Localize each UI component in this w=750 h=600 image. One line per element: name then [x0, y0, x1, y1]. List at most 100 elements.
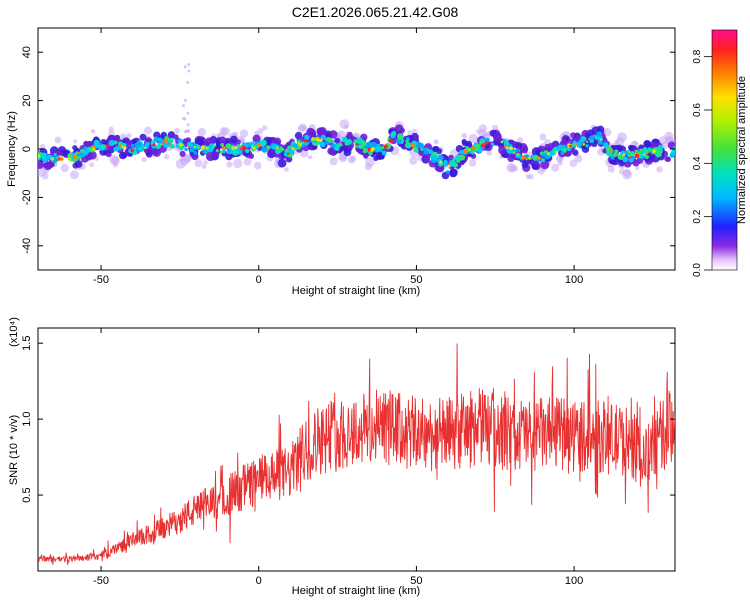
spectrum-peak — [256, 142, 261, 148]
spectrum-core — [628, 157, 634, 163]
spectrum-core — [597, 139, 604, 145]
spectrum-band — [252, 134, 261, 143]
spectrum-haze — [184, 98, 188, 102]
spectrum-core — [560, 151, 565, 155]
spectrum-haze — [486, 149, 492, 156]
spectrum-haze — [203, 160, 208, 165]
spectrum-haze — [461, 132, 468, 139]
spectrum-band — [306, 127, 315, 136]
spectrum-core — [419, 142, 424, 148]
spectrum-core — [406, 143, 411, 148]
snr-xtick-label: 50 — [410, 575, 422, 587]
colorbar-label: Normalized spectral amplitude — [736, 76, 748, 224]
spectrum-core — [541, 158, 546, 163]
spectrum-band — [334, 137, 341, 144]
spectrum-haze — [182, 117, 186, 121]
spectrum-core — [177, 138, 184, 145]
spectrum-core — [222, 149, 226, 154]
spectrum-band — [229, 135, 238, 144]
spectrum-haze — [528, 173, 534, 180]
spectrum-peak — [463, 149, 468, 154]
snr-xtick-label: -50 — [93, 575, 109, 587]
spectrum-band — [363, 153, 369, 159]
spectrum-core — [80, 149, 85, 154]
spectrum-core — [338, 143, 343, 147]
spectrum-core — [405, 139, 409, 143]
spectrum-haze — [478, 124, 488, 133]
spectrum-peak — [500, 140, 503, 144]
spectrum-peak — [303, 138, 308, 143]
snr-xtick-label: 100 — [565, 575, 583, 587]
spectrum-core — [236, 144, 241, 149]
spectrum-core — [184, 147, 188, 152]
spectrum-core — [490, 142, 494, 146]
spectrum-core — [459, 149, 464, 155]
spectrum-band — [431, 146, 439, 153]
spectrum-peak — [467, 148, 471, 152]
spectrum-haze — [475, 129, 481, 134]
spectrum-core — [152, 140, 156, 144]
spectrum-haze — [182, 104, 186, 108]
spectrum-core — [113, 146, 117, 151]
spectrum-peak — [67, 156, 72, 161]
spectrum-peak — [647, 150, 651, 153]
spectrum-band — [531, 162, 539, 170]
spectrum-haze — [407, 129, 413, 135]
spectrum-haze — [409, 156, 418, 165]
spectrum-core — [557, 144, 564, 151]
spectrum-peak — [193, 145, 196, 149]
spectrum-peak — [643, 153, 646, 156]
spectrum-haze — [635, 166, 640, 171]
spectrum-core — [215, 148, 219, 153]
spectrum-core — [612, 152, 618, 158]
spectrum-band — [153, 147, 160, 155]
spectrum-peak — [622, 153, 626, 157]
spectrum-haze — [186, 123, 190, 127]
spectrum-core — [293, 143, 298, 148]
spectrum-peak — [239, 148, 242, 151]
spectrum-haze — [126, 133, 132, 139]
spectrum-core — [459, 154, 466, 161]
spectrum-core — [502, 138, 507, 143]
chart-title: C2E1.2026.065.21.42.G08 — [291, 4, 459, 20]
spectrum-core — [370, 141, 377, 148]
spectrum-band — [636, 157, 644, 164]
spectrum-core — [443, 159, 448, 165]
spectrum-haze — [512, 165, 519, 172]
spectrum-haze — [180, 157, 189, 166]
spectrum-haze — [574, 154, 583, 163]
spectrum-core — [631, 152, 636, 156]
spectrum-haze — [539, 133, 547, 141]
spectrum-haze — [491, 124, 499, 132]
spectrum-haze — [226, 161, 233, 168]
spectrum-haze — [261, 125, 268, 131]
spectrum-haze — [109, 154, 120, 165]
spectrum-haze — [141, 157, 147, 163]
spectrum-peak — [169, 142, 173, 146]
spectrum-peak — [521, 155, 526, 160]
spectrum-haze — [253, 161, 262, 170]
spectrogram-ytick-label: 40 — [21, 46, 33, 58]
spectrum-haze — [615, 137, 625, 147]
spectrum-peak — [388, 138, 393, 143]
snr-plot: -50 0 50 100 0.5 1.0 1.5 — [21, 327, 676, 587]
spectrum-core — [278, 148, 282, 152]
spectrum-core — [130, 143, 135, 148]
colorbar: 0.0 0.2 0.4 0.6 0.8 — [692, 29, 738, 277]
spectrum-peak — [118, 144, 122, 147]
spectrum-core — [101, 144, 106, 150]
spectrum-band — [584, 132, 591, 139]
spectrum-core — [356, 137, 363, 144]
spectrum-core — [40, 152, 46, 159]
spectrum-band — [248, 153, 255, 159]
spectrogram-ytick-label: 0 — [21, 146, 33, 152]
spectrum-core — [331, 140, 335, 144]
spectrum-peak — [652, 149, 656, 153]
spectrum-band — [125, 142, 132, 149]
spectrum-haze — [108, 126, 114, 133]
spectrum-core — [135, 141, 142, 148]
spectrum-haze — [73, 139, 78, 144]
spectrum-band — [492, 132, 502, 142]
spectrum-haze — [186, 80, 190, 84]
spectrum-peak — [161, 142, 164, 146]
